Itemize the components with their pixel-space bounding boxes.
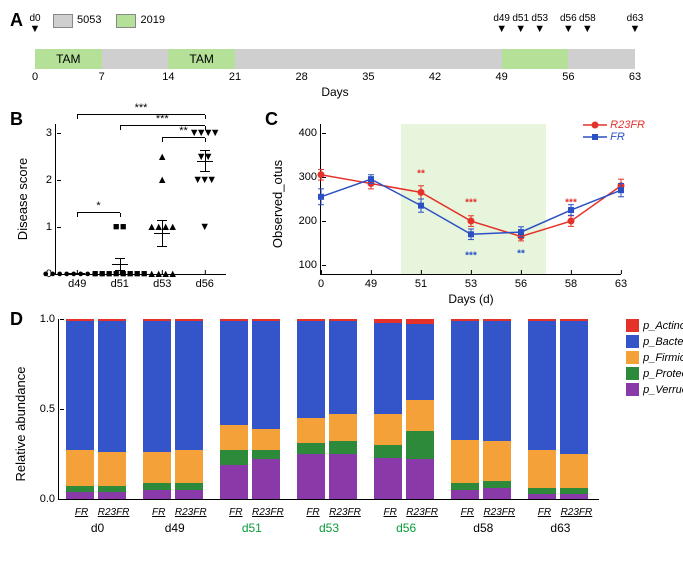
d-ylabel: Relative abundance bbox=[13, 367, 28, 482]
c-ylabel: Observed_otus bbox=[270, 160, 285, 248]
legend-a: 50532019 bbox=[53, 14, 180, 28]
timeline-bar: TAMTAM bbox=[35, 49, 635, 69]
timeline: d0▼d49▼d51▼d53▼d56▼d58▼d63▼ TAMTAM 07142… bbox=[35, 31, 635, 99]
panel-a: A 50532019 d0▼d49▼d51▼d53▼d56▼d58▼d63▼ T… bbox=[10, 10, 673, 99]
d-plot-area: 0.00.51.0FRR23FRd0FRR23FRd49FRR23FRd51FR… bbox=[58, 319, 599, 500]
panel-c-label: C bbox=[265, 109, 278, 130]
timeline-xlabel: Days bbox=[35, 85, 635, 99]
c-plot-area: 1002003004000495153565863Days (d)*******… bbox=[320, 124, 621, 275]
b-ylabel: Disease score bbox=[15, 158, 30, 240]
panel-a-label: A bbox=[10, 10, 23, 31]
panel-b: B 0123d49●●●●●●●●●●d51■■■■■■■■■■ d53▲▲▲▲… bbox=[10, 114, 240, 304]
d-legend: p_Actinobacteriap_Bacteroidetesp_Firmicu… bbox=[626, 319, 683, 399]
timeline-ticks: 071421283542495663 bbox=[35, 71, 635, 85]
timeline-arrows: d0▼d49▼d51▼d53▼d56▼d58▼d63▼ bbox=[35, 31, 635, 49]
c-legend: R23FRFR bbox=[583, 119, 645, 143]
panel-c: C bbox=[265, 114, 645, 304]
panel-b-label: B bbox=[10, 109, 23, 130]
panel-d: D 0.00.51.0FRR23FRd0FRR23FRd49FRR23FRd51… bbox=[10, 314, 670, 564]
b-plot-area: 0123d49●●●●●●●●●●d51■■■■■■■■■■ d53▲▲▲▲▲▲… bbox=[55, 124, 226, 275]
panel-d-label: D bbox=[10, 309, 23, 330]
